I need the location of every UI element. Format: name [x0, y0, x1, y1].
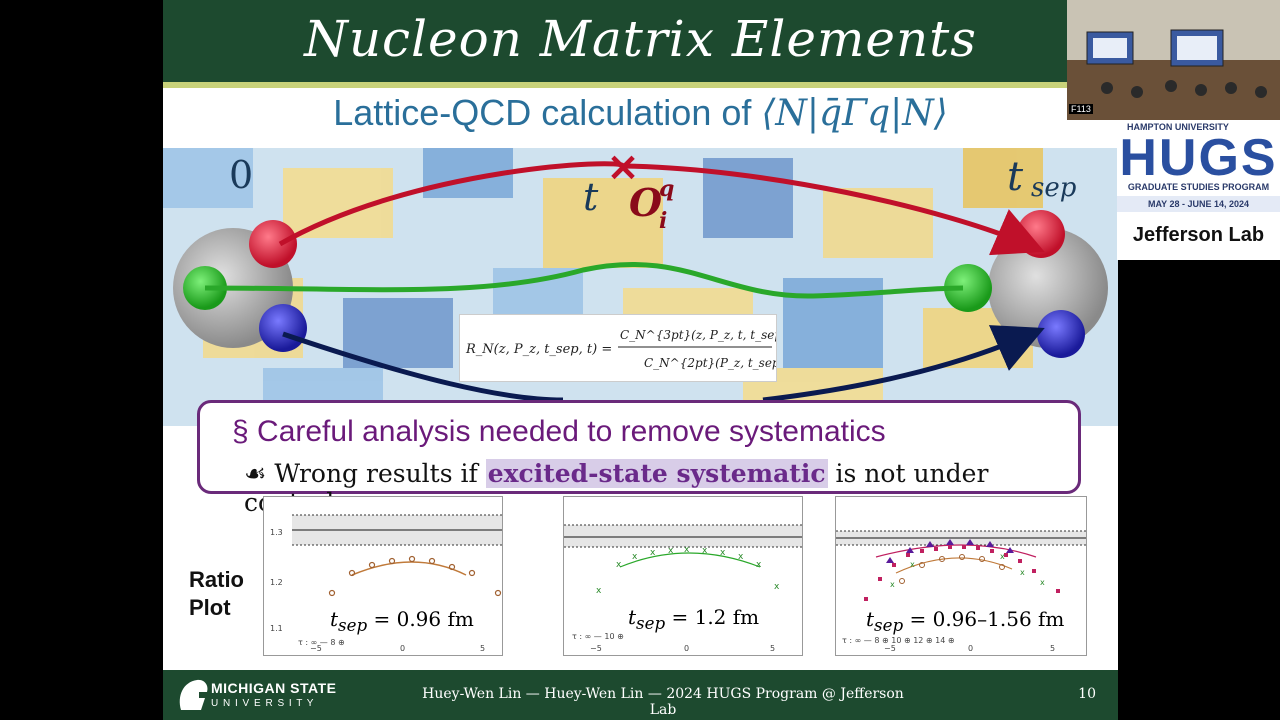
- hugs-university: HAMPTON UNIVERSITY: [1127, 122, 1229, 132]
- svg-text:x: x: [616, 560, 622, 570]
- svg-text:5: 5: [1050, 644, 1055, 653]
- callout-main-text: Careful analysis needed to remove system…: [257, 415, 886, 448]
- svg-text:x: x: [650, 548, 656, 558]
- formula-lhs: R_N(z, P_z, t_sep, t) =: [465, 342, 612, 357]
- svg-text:−5: −5: [310, 644, 322, 653]
- green-propagator: [204, 261, 964, 299]
- formula-denominator: C_N^{2pt}(P_z, t_sep): [644, 356, 776, 370]
- svg-text:5: 5: [770, 644, 775, 653]
- svg-text:1.3: 1.3: [270, 528, 283, 537]
- svg-text:1.1: 1.1: [270, 624, 283, 633]
- insertion-cross: ×: [606, 148, 640, 190]
- blue-propagator: [282, 334, 1031, 403]
- presentation-slide: Nucleon Matrix Elements Lattice-QCD calc…: [163, 0, 1118, 720]
- hugs-sponsor-panel: HAMPTON UNIVERSITY HUGS GRADUATE STUDIES…: [1117, 120, 1280, 260]
- svg-text:x: x: [720, 548, 726, 558]
- hugs-dates: MAY 28 - JUNE 14, 2024: [1117, 196, 1280, 212]
- quark-red-start: [249, 220, 297, 268]
- svg-text:x: x: [774, 582, 780, 592]
- ratio-label-line1: Ratio: [189, 567, 244, 592]
- panel-1-tsep: tsep = 0.96 fm: [330, 607, 474, 635]
- svg-text:x: x: [702, 546, 708, 556]
- svg-text:τ : ∞ — 8 ⊕: τ : ∞ — 8 ⊕: [298, 638, 345, 647]
- slide-footer: MICHIGAN STATE U N I V E R S I T Y Huey-…: [163, 670, 1118, 720]
- quark-blue-end: [1037, 310, 1085, 358]
- ratio-panel-1: 1.3 1.2 1.1 −5 0 5 τ : ∞ — 8 ⊕ tsep = 0.…: [263, 496, 503, 656]
- callout-main: § Careful analysis needed to remove syst…: [232, 415, 886, 449]
- svg-text:5: 5: [480, 644, 485, 653]
- callout-highlight: excited-state systematic: [485, 459, 828, 488]
- operator-label: O: [629, 180, 662, 225]
- svg-text:x: x: [668, 546, 674, 556]
- operator-superscript: q: [659, 176, 674, 202]
- callout-sub-prefix: Wrong results if: [274, 459, 486, 488]
- svg-text:x: x: [1040, 578, 1045, 587]
- svg-text:x: x: [890, 580, 895, 589]
- svg-text:τ : ∞ — 8 ⊕ 10 ⊕ 12 ⊕: τ : ∞ — 8 ⊕ 10 ⊕ 12 ⊕ 14 ⊕: [842, 636, 955, 645]
- lattice-diagram: × 0 t O q i t sep: [163, 148, 1118, 426]
- formula-numerator: C_N^{3pt}(z, P_z, t, t_sep): [620, 328, 776, 342]
- svg-text:1.2: 1.2: [270, 578, 283, 587]
- subtitle-math: ⟨N|q̄Γq|N⟩: [761, 93, 948, 134]
- time-t-label: t: [583, 175, 599, 219]
- svg-text:x: x: [632, 552, 638, 562]
- red-propagator: [278, 161, 1045, 256]
- quark-blue-start: [259, 304, 307, 352]
- panel-2-tsep: tsep = 1.2 fm: [628, 605, 760, 633]
- hugs-logo: HUGS: [1119, 129, 1278, 187]
- section-bullet: §: [232, 415, 249, 448]
- title-bar: Nucleon Matrix Elements: [163, 0, 1118, 88]
- svg-text:0: 0: [400, 644, 405, 653]
- room-label: F113: [1069, 104, 1093, 114]
- svg-text:x: x: [1020, 568, 1025, 577]
- jefferson-lab-logo: Jefferson Lab: [1132, 224, 1265, 246]
- quark-green-end: [944, 264, 992, 312]
- msu-logo-line1: MICHIGAN STATE: [211, 680, 337, 696]
- svg-text:0: 0: [968, 644, 973, 653]
- footer-text: Huey-Wen Lin — Huey-Wen Lin — 2024 HUGS …: [422, 686, 904, 718]
- page-number: 10: [1078, 686, 1096, 702]
- subtitle-text: Lattice-QCD calculation of: [333, 92, 762, 133]
- svg-text:−5: −5: [884, 644, 896, 653]
- svg-text:x: x: [1000, 552, 1005, 561]
- time-zero-label: 0: [229, 153, 253, 197]
- tsep-label: t: [1007, 154, 1024, 200]
- quark-red-end: [1017, 210, 1065, 258]
- ratio-label-line2: Plot: [189, 595, 231, 620]
- panel-3-tsep: tsep = 0.96–1.56 fm: [866, 607, 1065, 635]
- ratio-plot-label: Ratio Plot: [189, 566, 244, 622]
- ratio-formula: R_N(z, P_z, t_sep, t) = C_N^{3pt}(z, P_z…: [459, 314, 787, 382]
- svg-text:x: x: [596, 586, 602, 596]
- callout-sub: ☙ Wrong results if excited-state systema…: [244, 459, 1078, 517]
- tsep-subscript: sep: [1031, 173, 1077, 203]
- slide-title: Nucleon Matrix Elements: [304, 10, 977, 68]
- svg-text:τ : ∞ — 10 ⊕: τ : ∞ — 10 ⊕: [572, 632, 624, 641]
- svg-text:x: x: [684, 545, 690, 555]
- msu-logo: MICHIGAN STATE U N I V E R S I T Y: [173, 676, 353, 714]
- spartan-helmet-icon: [179, 679, 208, 710]
- svg-text:−5: −5: [590, 644, 602, 653]
- camera-feed: F113: [1067, 0, 1280, 120]
- msu-logo-line2: U N I V E R S I T Y: [211, 698, 315, 709]
- svg-text:0: 0: [684, 644, 689, 653]
- svg-text:x: x: [756, 560, 762, 570]
- slide-subtitle: Lattice-QCD calculation of ⟨N|q̄Γq|N⟩: [163, 92, 1118, 134]
- ornament-icon: ☙: [244, 459, 267, 488]
- systematics-callout: § Careful analysis needed to remove syst…: [197, 400, 1081, 517]
- operator-subscript: i: [659, 208, 667, 234]
- hugs-program: GRADUATE STUDIES PROGRAM: [1127, 182, 1270, 192]
- svg-text:x: x: [910, 560, 915, 569]
- svg-text:x: x: [738, 552, 744, 562]
